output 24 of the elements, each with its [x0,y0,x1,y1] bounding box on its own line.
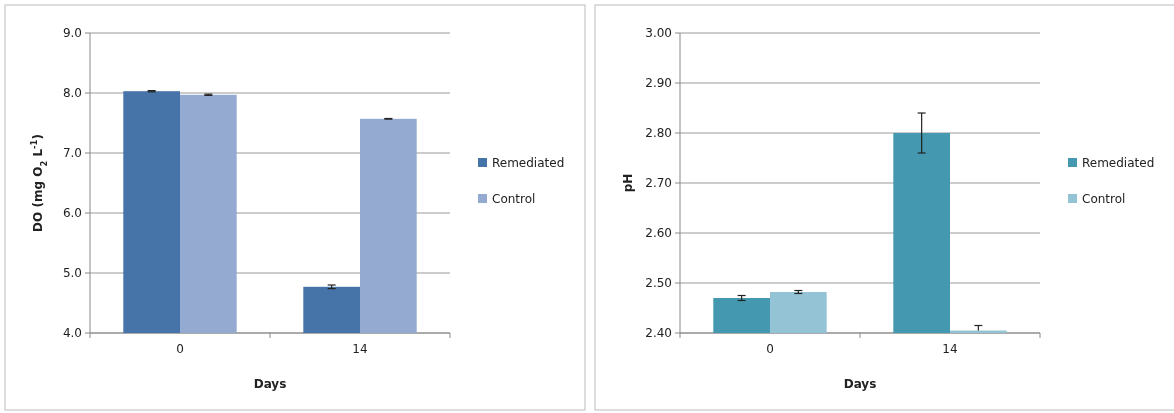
legend-label: Remediated [492,156,565,171]
y-tick-label: 2.50 [645,276,672,291]
x-axis-title: Days [253,377,287,391]
y-tick-label: 5.0 [62,266,82,281]
y-tick-label: 2.80 [645,126,672,141]
y-tick-label: 3.00 [645,26,672,41]
y-tick-label: 2.90 [645,76,672,91]
x-tick-label: 0 [766,342,774,356]
y-tick-label: 4.0 [62,326,82,341]
y-tick-label: 2.60 [645,226,672,241]
x-tick-label: 0 [176,342,184,356]
legend-label: Control [492,192,536,207]
y-tick-label: 2.70 [645,176,672,191]
legend-label: Control [1082,192,1126,207]
y-tick-label: 6.0 [62,206,82,221]
y-tick-label: 8.0 [62,86,82,101]
x-tick-label: 14 [352,342,368,356]
y-axis-title: pH [621,173,635,193]
y-tick-label: 7.0 [62,146,82,161]
y-tick-label: 9.0 [62,26,82,41]
x-axis-title: Days [843,377,877,391]
legend-label: Remediated [1082,156,1155,171]
y-tick-label: 2.40 [645,326,672,341]
x-tick-label: 14 [942,342,958,356]
